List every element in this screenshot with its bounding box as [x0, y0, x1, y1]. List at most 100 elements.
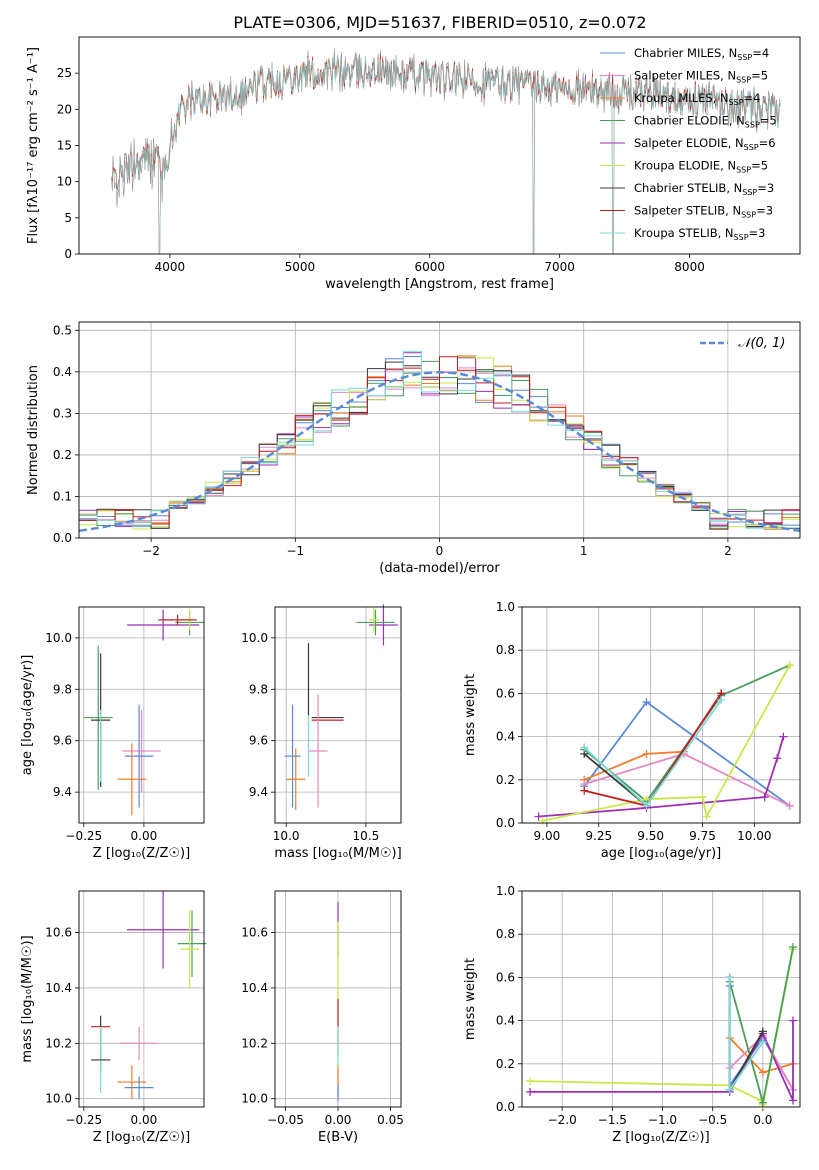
legend-entry: Kroupa MILES, NSSP=4 — [634, 91, 760, 107]
x-tick-label: −1 — [286, 544, 304, 558]
z-weight-panel: −2.0 −1.5 −1.0 −0.5 0.0 0.0 0.2 0.4 0.6 0.8 1.0 Z [… — [463, 884, 801, 1145]
weight-point — [760, 793, 769, 802]
weight-line — [530, 1020, 794, 1101]
x-tick-label: −0.25 — [65, 1113, 102, 1127]
y-tick-label: 0.2 — [496, 773, 515, 787]
y-tick-label: 0.8 — [496, 643, 515, 657]
weight-point — [773, 754, 782, 763]
y-tick-label: 0.3 — [53, 406, 72, 420]
weight-line — [583, 692, 722, 807]
x-tick-label: 0.00 — [131, 829, 158, 843]
y-tick-label: 10.6 — [241, 926, 268, 940]
weight-point — [758, 1027, 767, 1036]
x-tick-label: 9.00 — [534, 829, 561, 843]
x-tick-label: 1 — [580, 544, 588, 558]
x-tick-label: 2 — [724, 544, 732, 558]
y-axis-label: mass [log₁₀(M/M☉)] — [20, 935, 35, 1062]
weight-point — [758, 1068, 767, 1077]
y-tick-label: 9.4 — [249, 785, 268, 799]
x-tick-label: 10.5 — [353, 829, 380, 843]
x-tick-label: 7000 — [544, 260, 575, 274]
weight-point — [538, 816, 547, 825]
y-tick-label: 10.2 — [241, 1036, 268, 1050]
x-tick-label: −0.25 — [65, 829, 102, 843]
x-tick-label: −0.5 — [698, 1113, 727, 1127]
x-axis-label: Z [log₁₀(Z/Z☉)] — [93, 1130, 190, 1145]
y-axis-label: Normed distribution — [26, 365, 41, 495]
figure-title: PLATE=0306, MJD=51637, FIBERID=0510, z=0… — [233, 13, 646, 32]
y-tick-label: 0.4 — [496, 730, 515, 744]
x-axis-label: E(B-V) — [318, 1130, 358, 1145]
x-axis-label: (data-model)/error — [379, 561, 500, 576]
x-tick-label: 6000 — [414, 260, 445, 274]
weight-point — [725, 973, 734, 982]
y-tick-label: 10.2 — [45, 1036, 72, 1050]
weight-point — [779, 732, 788, 741]
residuals-panel: −2 −1 0 1 2 0.0 0.1 0.2 0.3 0.4 0.5 (data-model)/er… — [26, 321, 801, 576]
x-axis-label: Z [log₁₀(Z/Z☉)] — [612, 1130, 709, 1145]
y-tick-label: 5 — [64, 211, 72, 225]
z-mass-panel: −0.25 0.00 10.0 10.2 10.4 10.6 Z [log₁₀(Z/Z☉)]… — [20, 890, 207, 1145]
weight-point — [534, 812, 543, 821]
weight-point — [642, 801, 651, 810]
x-tick-label: 0.00 — [325, 1113, 352, 1127]
x-tick-label: 0 — [436, 544, 444, 558]
y-tick-label: 10.0 — [45, 631, 72, 645]
y-tick-label: 0.5 — [53, 323, 72, 337]
x-axis-label: mass [log₁₀(M/M☉)] — [274, 846, 401, 861]
legend-entry: Chabrier STELIB, NSSP=3 — [634, 181, 774, 197]
y-tick-label: 0.1 — [53, 489, 72, 503]
y-tick-label: 9.6 — [249, 734, 268, 748]
legend-entry: Kroupa ELODIE, NSSP=5 — [634, 159, 768, 175]
weight-point — [642, 698, 651, 707]
age-weight-panel: 9.00 9.25 9.50 9.75 10.00 0.0 0.2 0.4 0.6 0.8 1.0 a… — [463, 600, 801, 861]
weight-line — [529, 949, 794, 1108]
weight-point — [785, 661, 794, 670]
legend-entry: Salpeter ELODIE, NSSP=6 — [634, 136, 776, 152]
x-tick-label: 5000 — [285, 260, 316, 274]
y-tick-label: 10.6 — [45, 926, 72, 940]
y-tick-label: 0.2 — [53, 448, 72, 462]
weight-point — [758, 1098, 767, 1107]
axes-frame — [78, 890, 205, 1108]
y-tick-label: 10.4 — [241, 981, 268, 995]
x-tick-label: 8000 — [674, 260, 705, 274]
x-tick-label: −2 — [142, 544, 160, 558]
axes-frame — [521, 890, 801, 1108]
weight-line — [583, 664, 790, 803]
y-tick-label: 15 — [57, 139, 72, 153]
y-tick-label: 0.0 — [496, 1100, 515, 1114]
x-tick-label: 0.05 — [377, 1113, 404, 1127]
spectrum-panel: 4000 5000 6000 7000 8000 0 5 10 15 20 25 wavelength… — [26, 36, 801, 292]
weight-line — [583, 692, 722, 808]
weight-point — [788, 1016, 797, 1025]
axes-frame — [78, 606, 205, 824]
x-tick-label: 0.0 — [753, 1113, 772, 1127]
weight-line — [728, 977, 764, 1094]
x-axis-label: wavelength [Angstrom, rest frame] — [325, 277, 554, 292]
x-tick-label: 0.00 — [131, 1113, 158, 1127]
x-tick-label: −1.5 — [598, 1113, 627, 1127]
y-tick-label: 25 — [57, 66, 72, 80]
y-tick-label: 10.0 — [241, 1092, 268, 1106]
axes-frame — [78, 321, 801, 539]
axes-frame — [274, 890, 402, 1108]
x-tick-label: 10.00 — [737, 829, 771, 843]
z-age-panel: −0.25 0.00 9.4 9.6 9.8 10.0 Z [log₁₀(Z/Z☉)] age… — [20, 606, 205, 861]
y-axis-label: Flux [fλ10⁻¹⁷ erg cm⁻² s⁻¹ A⁻¹] — [26, 47, 41, 244]
x-tick-label: −2.0 — [548, 1113, 577, 1127]
legend-entry: Salpeter STELIB, NSSP=3 — [634, 204, 773, 220]
y-tick-label: 9.6 — [53, 734, 72, 748]
x-tick-label: −1.0 — [648, 1113, 677, 1127]
y-tick-label: 9.8 — [249, 682, 268, 696]
y-tick-label: 0.4 — [496, 1014, 515, 1028]
legend-entry: Chabrier ELODIE, NSSP=5 — [634, 114, 777, 130]
y-tick-label: 9.8 — [53, 682, 72, 696]
legend-entry: 𝒩(0, 1) — [738, 336, 785, 351]
weight-point — [580, 743, 589, 752]
x-tick-label: −0.05 — [267, 1113, 304, 1127]
x-tick-label: 4000 — [155, 260, 186, 274]
histogram-group — [79, 350, 800, 532]
legend-entry: Chabrier MILES, NSSP=4 — [634, 46, 769, 62]
